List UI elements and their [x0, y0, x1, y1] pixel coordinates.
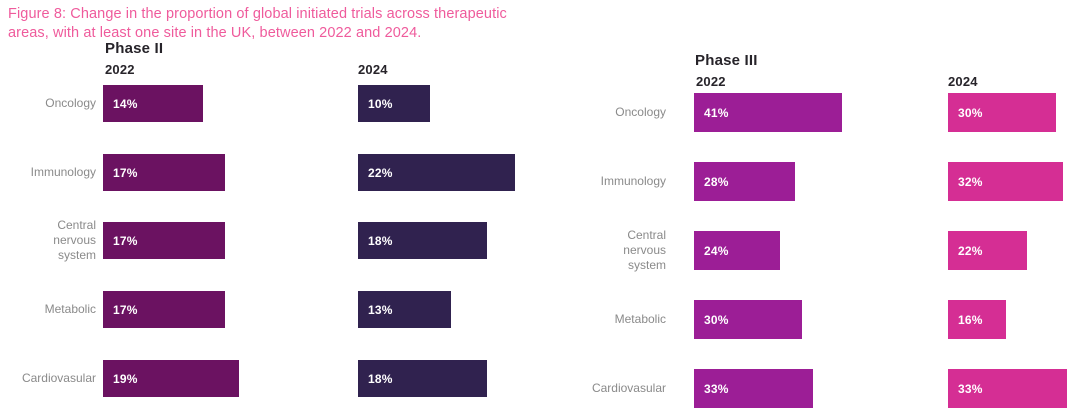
category-label-phase-ii-immunology: Immunology	[30, 165, 96, 179]
bar-phase-iii-2024-cardiovasular: 33%	[948, 369, 1067, 408]
bar-phase-iii-2022-oncology: 41%	[694, 93, 842, 132]
bar-phase-ii-2022-oncology: 14%	[103, 85, 203, 122]
chart-title-phase-iii: Phase III	[695, 52, 758, 69]
bar-value-label: 18%	[368, 371, 393, 386]
bar-value-label: 33%	[958, 381, 983, 396]
category-label-phase-iii-metabolic: Metabolic	[614, 312, 666, 326]
year-header-phase-iii-2022: 2022	[696, 74, 726, 89]
bar-phase-ii-2022-immunology: 17%	[103, 154, 225, 191]
figure-title: Figure 8: Change in the proportion of gl…	[8, 6, 507, 41]
bar-value-label: 10%	[368, 96, 393, 111]
bar-phase-ii-2024-immunology: 22%	[358, 154, 515, 191]
bar-phase-iii-2024-immunology: 32%	[948, 162, 1063, 201]
bar-value-label: 22%	[368, 165, 393, 180]
bar-value-label: 19%	[113, 371, 138, 386]
category-label-phase-iii-central-nervous-system: Central nervous system	[623, 228, 666, 272]
bar-value-label: 28%	[704, 174, 729, 189]
bar-value-label: 17%	[113, 233, 138, 248]
bar-phase-iii-2024-central-nervous-system: 22%	[948, 231, 1027, 270]
category-label-phase-iii-immunology: Immunology	[600, 174, 666, 188]
category-label-phase-ii-metabolic: Metabolic	[44, 302, 96, 316]
bar-phase-ii-2024-oncology: 10%	[358, 85, 430, 122]
bar-phase-iii-2022-immunology: 28%	[694, 162, 795, 201]
bar-value-label: 30%	[958, 105, 983, 120]
bar-value-label: 18%	[368, 233, 393, 248]
bar-phase-ii-2022-cardiovasular: 19%	[103, 360, 239, 397]
bar-value-label: 32%	[958, 174, 983, 189]
bar-value-label: 13%	[368, 302, 393, 317]
bar-phase-iii-2024-metabolic: 16%	[948, 300, 1006, 339]
category-label-phase-ii-oncology: Oncology	[45, 96, 96, 110]
bar-phase-ii-2024-central-nervous-system: 18%	[358, 222, 487, 259]
bar-value-label: 24%	[704, 243, 729, 258]
category-label-phase-iii-cardiovasular: Cardiovasular	[591, 381, 666, 395]
year-header-phase-ii-2024: 2024	[358, 62, 388, 77]
year-header-phase-iii-2024: 2024	[948, 74, 978, 89]
category-label-phase-ii-central-nervous-system: Central nervous system	[53, 218, 96, 262]
bar-phase-ii-2022-metabolic: 17%	[103, 291, 225, 328]
chart-title-phase-ii: Phase II	[105, 40, 164, 57]
category-label-phase-iii-oncology: Oncology	[615, 105, 666, 119]
bar-value-label: 41%	[704, 105, 729, 120]
bar-value-label: 17%	[113, 302, 138, 317]
bar-value-label: 33%	[704, 381, 729, 396]
bar-value-label: 17%	[113, 165, 138, 180]
bar-phase-iii-2022-central-nervous-system: 24%	[694, 231, 780, 270]
bar-phase-ii-2022-central-nervous-system: 17%	[103, 222, 225, 259]
category-label-phase-ii-cardiovasular: Cardiovasular	[21, 371, 96, 385]
bar-phase-iii-2022-cardiovasular: 33%	[694, 369, 813, 408]
bar-phase-iii-2024-oncology: 30%	[948, 93, 1056, 132]
bar-value-label: 30%	[704, 312, 729, 327]
bar-value-label: 16%	[958, 312, 983, 327]
bar-value-label: 22%	[958, 243, 983, 258]
bar-phase-ii-2024-cardiovasular: 18%	[358, 360, 487, 397]
bar-value-label: 14%	[113, 96, 138, 111]
bar-phase-iii-2022-metabolic: 30%	[694, 300, 802, 339]
bar-phase-ii-2024-metabolic: 13%	[358, 291, 451, 328]
year-header-phase-ii-2022: 2022	[105, 62, 135, 77]
